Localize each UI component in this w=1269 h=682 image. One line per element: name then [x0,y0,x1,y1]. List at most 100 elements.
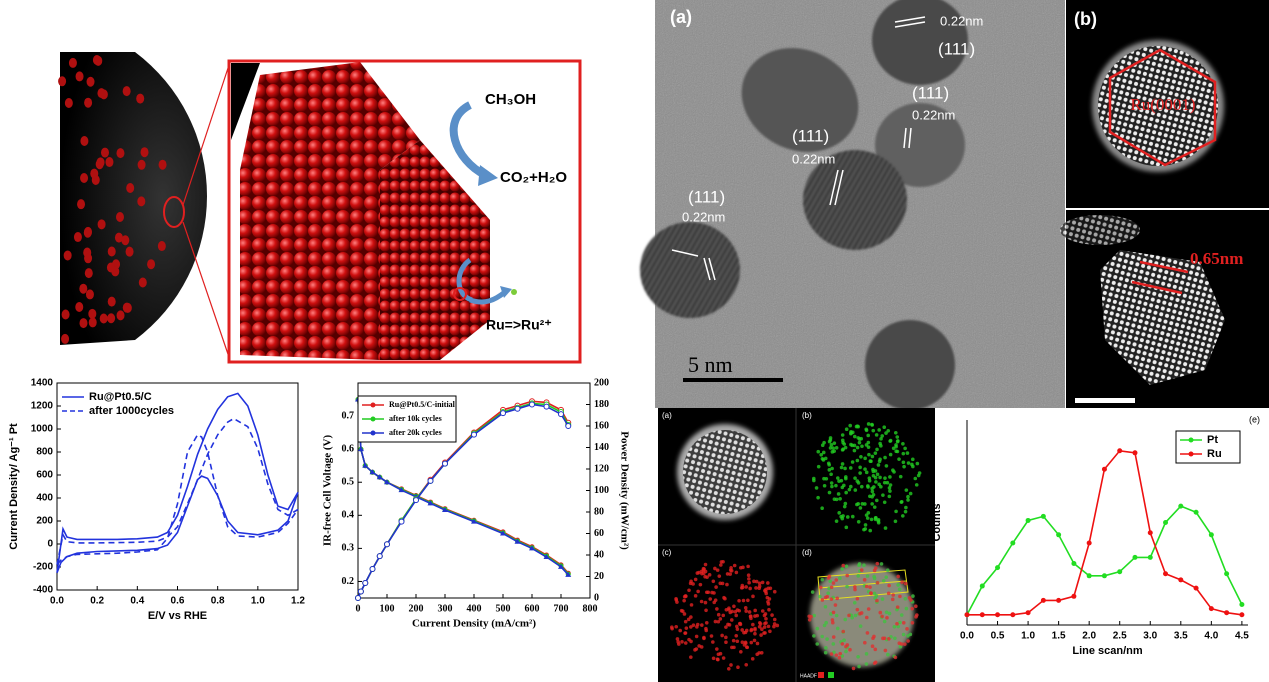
y2-tick-label: 20 [594,571,604,582]
element-signal [865,516,870,520]
dissolution-arrow [456,257,474,303]
element-signal [744,585,748,589]
element-signal [834,578,839,582]
element-signal [837,511,842,515]
element-signal [687,588,691,593]
element-signal [862,578,867,582]
element-signal [744,609,748,613]
marker [1040,513,1046,519]
particle [875,103,965,187]
element-signal [764,589,768,594]
element-signal [819,585,823,590]
y-tick-label: 1400 [31,378,54,389]
marker [362,579,369,586]
element-signal [852,443,857,448]
element-signal [757,625,762,629]
nanoparticle [136,93,145,104]
element-signal [857,440,862,445]
y-tick-label: 1200 [31,401,54,412]
element-signal [856,436,861,440]
series-line [56,392,299,574]
element-signal [850,514,855,519]
fringe-marks [671,16,926,281]
element-signal [896,624,901,629]
element-signal [895,622,899,626]
element-signal [853,488,858,492]
stem-images: Ru(0001) (b) 0.65nm [1060,0,1269,408]
element-signal [730,609,734,614]
element-signal [820,598,825,602]
x-axis-label: Line scan/nm [1072,645,1143,657]
element-signal [721,656,726,660]
x-tick-label: 700 [554,603,569,614]
legend-label: Ru@Pt0.5/C-initial [389,400,456,409]
element-signal [744,663,749,667]
element-signal [834,445,839,450]
nanoparticle [94,55,103,66]
nanoparticle [75,301,84,312]
element-signal [734,570,739,575]
element-signal [848,484,853,489]
element-signal [772,617,777,622]
element-signal [731,638,736,643]
element-signal [831,581,836,585]
element-signal [884,431,888,435]
element-signal [737,598,741,603]
legend-marker [1188,437,1194,443]
element-signal [864,584,869,589]
scale-bar [1075,398,1135,403]
element-signal [746,564,750,569]
element-signal [820,456,825,461]
element-signal [869,517,874,522]
element-signal [842,638,846,642]
element-signal [908,491,913,496]
element-signal [893,431,898,435]
element-signal [859,611,864,615]
element-signal [864,470,869,475]
element-signal [883,526,888,530]
element-signal [753,608,757,613]
element-signal [680,640,684,644]
legend-label: after 10k cycles [389,414,442,423]
panel-label: (b) [1074,9,1097,29]
element-signal [873,596,878,600]
element-signal [732,563,737,568]
dissolution-label: Ru=>Ru²⁺ [486,317,552,333]
element-signal [870,486,874,491]
element-signal [760,580,765,585]
marker [500,530,506,536]
element-signal [835,626,840,631]
element-signal [829,472,833,477]
element-signal [712,600,717,605]
element-signal [764,621,768,625]
element-signal [749,627,754,632]
element-signal [831,635,836,639]
element-signal [892,470,896,474]
y2-axis-label: Power Density (mW/cm²) [618,431,630,550]
element-signal [693,648,697,652]
element-signal [871,428,876,433]
element-signal [863,523,868,527]
element-signal [753,626,757,631]
y2-tick-label: 100 [594,485,609,496]
marker [1147,530,1153,536]
element-signal [875,472,880,477]
marker [1071,593,1077,599]
marker [964,612,970,618]
element-signal [883,648,888,653]
element-signal [714,585,718,589]
element-signal [852,600,857,605]
element-signal [867,478,872,483]
facet-label: Ru(0001) [1130,95,1195,114]
panel-label: (e) [1249,414,1260,424]
x-tick-label: 0.6 [171,596,185,607]
element-signal [844,649,848,654]
element-signal [875,598,879,603]
element-signal [855,458,860,463]
element-signal [840,567,844,571]
element-signal [852,448,857,453]
element-signal [707,573,712,577]
element-signal [834,519,839,523]
marker [1224,610,1230,616]
